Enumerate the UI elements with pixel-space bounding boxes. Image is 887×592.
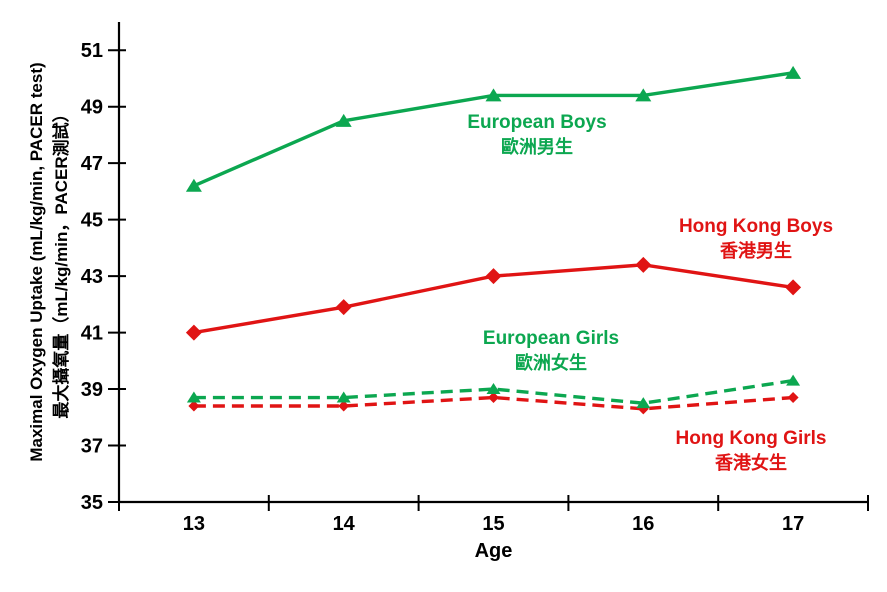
marker-european-boys xyxy=(785,65,802,79)
y-tick-label: 41 xyxy=(81,323,103,345)
marker-hong-kong-girls xyxy=(787,392,799,404)
marker-hong-kong-boys xyxy=(185,324,202,341)
y-tick-label: 37 xyxy=(81,436,103,458)
marker-european-boys xyxy=(485,88,502,102)
series-label-european-girls: European Girls 歐洲女生 xyxy=(441,326,661,376)
marker-european-boys xyxy=(635,88,652,102)
series-label-hong-kong-boys: Hong Kong Boys 香港男生 xyxy=(646,214,866,264)
y-tick-label: 47 xyxy=(81,153,103,175)
marker-hong-kong-boys xyxy=(635,256,652,273)
series-label-en: European Girls xyxy=(482,328,620,349)
marker-european-girls xyxy=(186,391,201,403)
y-tick-label: 49 xyxy=(81,97,103,119)
marker-hong-kong-boys xyxy=(785,279,802,296)
marker-hong-kong-boys xyxy=(335,299,352,316)
marker-european-girls xyxy=(336,391,351,403)
x-tick-label: 15 xyxy=(482,513,504,535)
series-label-zh: 歐洲男生 xyxy=(501,137,573,157)
series-label-european-boys: European Boys 歐洲男生 xyxy=(427,110,647,160)
marker-european-boys xyxy=(185,178,202,192)
series-label-en: Hong Kong Girls xyxy=(675,428,827,449)
series-label-hong-kong-girls: Hong Kong Girls 香港女生 xyxy=(641,426,861,476)
y-tick-label: 43 xyxy=(81,266,103,288)
y-axis-title-zh: 最大攝氧量（mL/kg/min，PACER測試） xyxy=(52,105,71,419)
x-tick-label: 16 xyxy=(632,513,654,535)
marker-european-girls xyxy=(786,374,801,386)
marker-european-girls xyxy=(636,397,651,409)
y-tick-label: 51 xyxy=(81,40,103,62)
y-axis-title-en: Maximal Oxygen Uptake (mL/kg/min, PACER … xyxy=(27,62,47,462)
marker-hong-kong-boys xyxy=(485,268,502,285)
y-tick-label: 39 xyxy=(81,379,103,401)
y-axis-title: Maximal Oxygen Uptake (mL/kg/min, PACER … xyxy=(20,2,80,522)
x-tick-label: 13 xyxy=(183,513,205,535)
series-label-en: European Boys xyxy=(467,112,607,133)
series-label-zh: 歐洲女生 xyxy=(515,353,587,373)
y-tick-label: 45 xyxy=(81,210,103,232)
y-tick-label: 35 xyxy=(81,492,103,514)
marker-european-boys xyxy=(335,113,352,127)
marker-european-girls xyxy=(486,383,501,395)
x-tick-label: 17 xyxy=(782,513,804,535)
marker-hong-kong-girls xyxy=(488,392,499,404)
series-label-en: Hong Kong Boys xyxy=(678,216,834,237)
series-line-hong-kong-girls xyxy=(193,395,794,411)
marker-hong-kong-girls xyxy=(188,400,200,412)
marker-hong-kong-girls xyxy=(338,400,350,412)
x-axis-title: Age xyxy=(474,540,513,562)
x-tick-label: 14 xyxy=(333,513,356,535)
series-label-zh: 香港男生 xyxy=(720,241,792,261)
series-line-european-girls xyxy=(193,378,794,405)
series-label-zh: 香港女生 xyxy=(715,453,787,473)
